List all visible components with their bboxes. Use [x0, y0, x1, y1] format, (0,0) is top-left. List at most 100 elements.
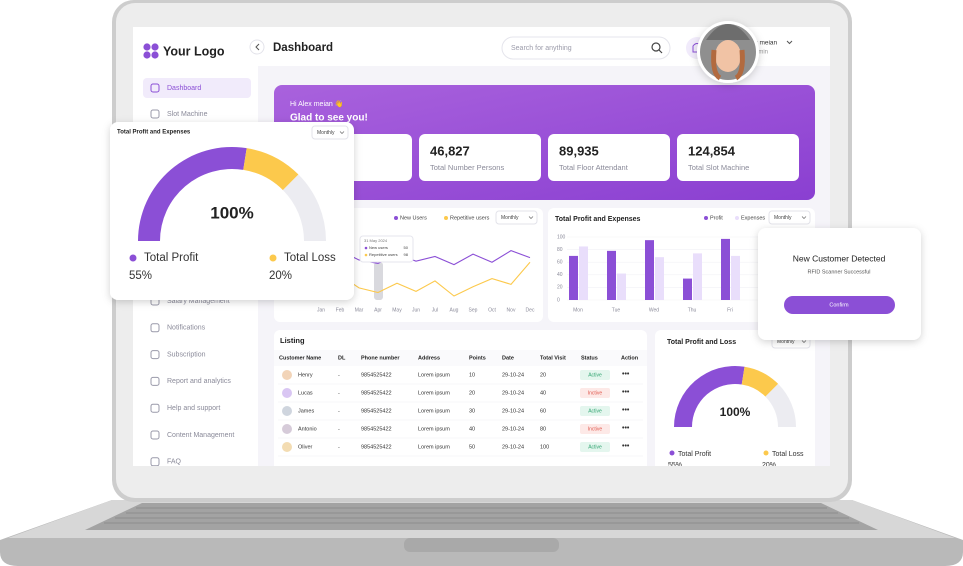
- floating-card: [110, 122, 354, 300]
- bar: [721, 238, 730, 300]
- nav-icon: [150, 109, 160, 119]
- stat-label: Total Number Persons: [430, 163, 504, 172]
- bar: [607, 250, 616, 300]
- bar: [655, 257, 664, 300]
- legend-label: Total Loss: [772, 451, 804, 458]
- action-button[interactable]: •••: [622, 443, 630, 450]
- legend-dot: [669, 450, 675, 456]
- notification-title: New Customer Detected: [793, 253, 886, 263]
- table-cell: Lorem ipsum: [418, 372, 450, 378]
- table-cell: 40: [469, 426, 475, 432]
- table-cell: Lucas: [298, 390, 313, 396]
- table-cell: 9854525422: [361, 426, 392, 432]
- table-cell: 29-10-24: [502, 408, 524, 414]
- nav-item[interactable]: Report and analytics: [167, 378, 231, 385]
- series-line: [320, 245, 531, 266]
- x-tick-label: Wed: [649, 307, 659, 313]
- nav-item[interactable]: Dashboard: [167, 85, 201, 92]
- status-label: Inctive: [588, 390, 603, 396]
- confirm-button[interactable]: [784, 296, 895, 314]
- profit-loss-card: [655, 330, 815, 466]
- nav-item[interactable]: Subscription: [167, 351, 206, 358]
- y-tick-label: 100: [557, 234, 566, 240]
- status-pill: [580, 388, 610, 398]
- nav-icon: [150, 457, 160, 466]
- notification-popup: [758, 228, 921, 340]
- nav-item[interactable]: Content Management: [167, 432, 234, 439]
- gauge-segment: [741, 366, 779, 397]
- legend-value: 55%: [668, 462, 682, 469]
- stat-card: [548, 134, 670, 181]
- logo: Your Logo: [163, 44, 225, 58]
- y-tick-label: 20: [557, 285, 563, 291]
- legend-label: Total Loss: [284, 252, 336, 264]
- nav-item[interactable]: Notifications: [167, 325, 206, 332]
- table-cell: 50: [469, 444, 475, 450]
- stat-label: Total Floor Attendant: [559, 163, 629, 172]
- table-cell: Lorem ipsum: [418, 444, 450, 450]
- collapse-button[interactable]: [249, 39, 265, 55]
- filter-dropdown[interactable]: [311, 125, 349, 140]
- logo-icon: [143, 43, 159, 59]
- legend-label: Profit: [710, 215, 723, 221]
- nav-item[interactable]: FAQ: [167, 459, 182, 466]
- table-cell: 29-10-24: [502, 426, 524, 432]
- search-icon: [651, 42, 661, 52]
- x-tick-label: Jan: [317, 307, 325, 313]
- avatar-face: [715, 40, 741, 72]
- hover-highlight: [374, 262, 383, 300]
- action-button[interactable]: •••: [622, 371, 630, 378]
- table-cell: -: [338, 408, 340, 414]
- tooltip-dot: [364, 246, 368, 250]
- action-button[interactable]: •••: [622, 425, 630, 432]
- collapse-icon: [255, 43, 260, 51]
- customer-avatar: [282, 370, 292, 380]
- nav-item[interactable]: Slot Machine: [167, 111, 208, 118]
- y-tick-label: 80: [557, 247, 563, 253]
- bar: [731, 255, 740, 300]
- tooltip-date: 31 May 2024: [364, 238, 388, 243]
- stat-card: [677, 134, 799, 181]
- column-header: Status: [581, 355, 598, 361]
- search-box[interactable]: [501, 36, 671, 60]
- nav-item[interactable]: Salary Management: [167, 298, 230, 305]
- x-tick-label: Aug: [450, 307, 459, 313]
- user-menu-chevron[interactable]: [786, 40, 793, 45]
- filter-chevron: [339, 131, 345, 134]
- filter-label: Monthly: [317, 130, 335, 136]
- y-tick-label: 60: [557, 260, 563, 266]
- legend-label: New Users: [400, 215, 427, 221]
- y-tick-label: 40: [557, 272, 563, 278]
- stat-value: 89,935: [559, 143, 599, 158]
- legend-dot: [444, 216, 448, 220]
- column-header: Date: [502, 355, 514, 361]
- filter-dropdown[interactable]: [768, 210, 811, 225]
- gauge-segment: [243, 148, 299, 191]
- nav-item[interactable]: Help and support: [167, 405, 220, 412]
- x-tick-label: Mar: [355, 307, 364, 313]
- action-button[interactable]: •••: [622, 389, 630, 396]
- table-cell: Oliver: [298, 444, 313, 450]
- x-tick-label: Fri: [727, 307, 733, 313]
- table-cell: 40: [540, 390, 546, 396]
- customer-avatar: [282, 406, 292, 416]
- legend-label: Expenses: [741, 215, 765, 221]
- table-cell: Henry: [298, 372, 313, 378]
- bar: [569, 255, 578, 300]
- nav-icon: [150, 430, 160, 440]
- tooltip: [359, 235, 414, 263]
- table-cell: 30: [469, 408, 475, 414]
- trackpad-notch: [404, 538, 559, 552]
- table-cell: 20: [469, 390, 475, 396]
- action-button[interactable]: •••: [622, 407, 630, 414]
- filter-dropdown[interactable]: [495, 210, 538, 225]
- y-tick-label: 0: [557, 297, 560, 303]
- series-line: [320, 261, 531, 297]
- tooltip-value: 98: [404, 252, 409, 257]
- nav-icon: [150, 403, 160, 413]
- banner-greeting: Hi Alex meian 👋: [290, 99, 343, 108]
- x-tick-label: Nov: [507, 307, 516, 313]
- x-tick-label: Feb: [336, 307, 345, 313]
- bar: [683, 278, 692, 300]
- x-tick-label: Jul: [432, 307, 438, 313]
